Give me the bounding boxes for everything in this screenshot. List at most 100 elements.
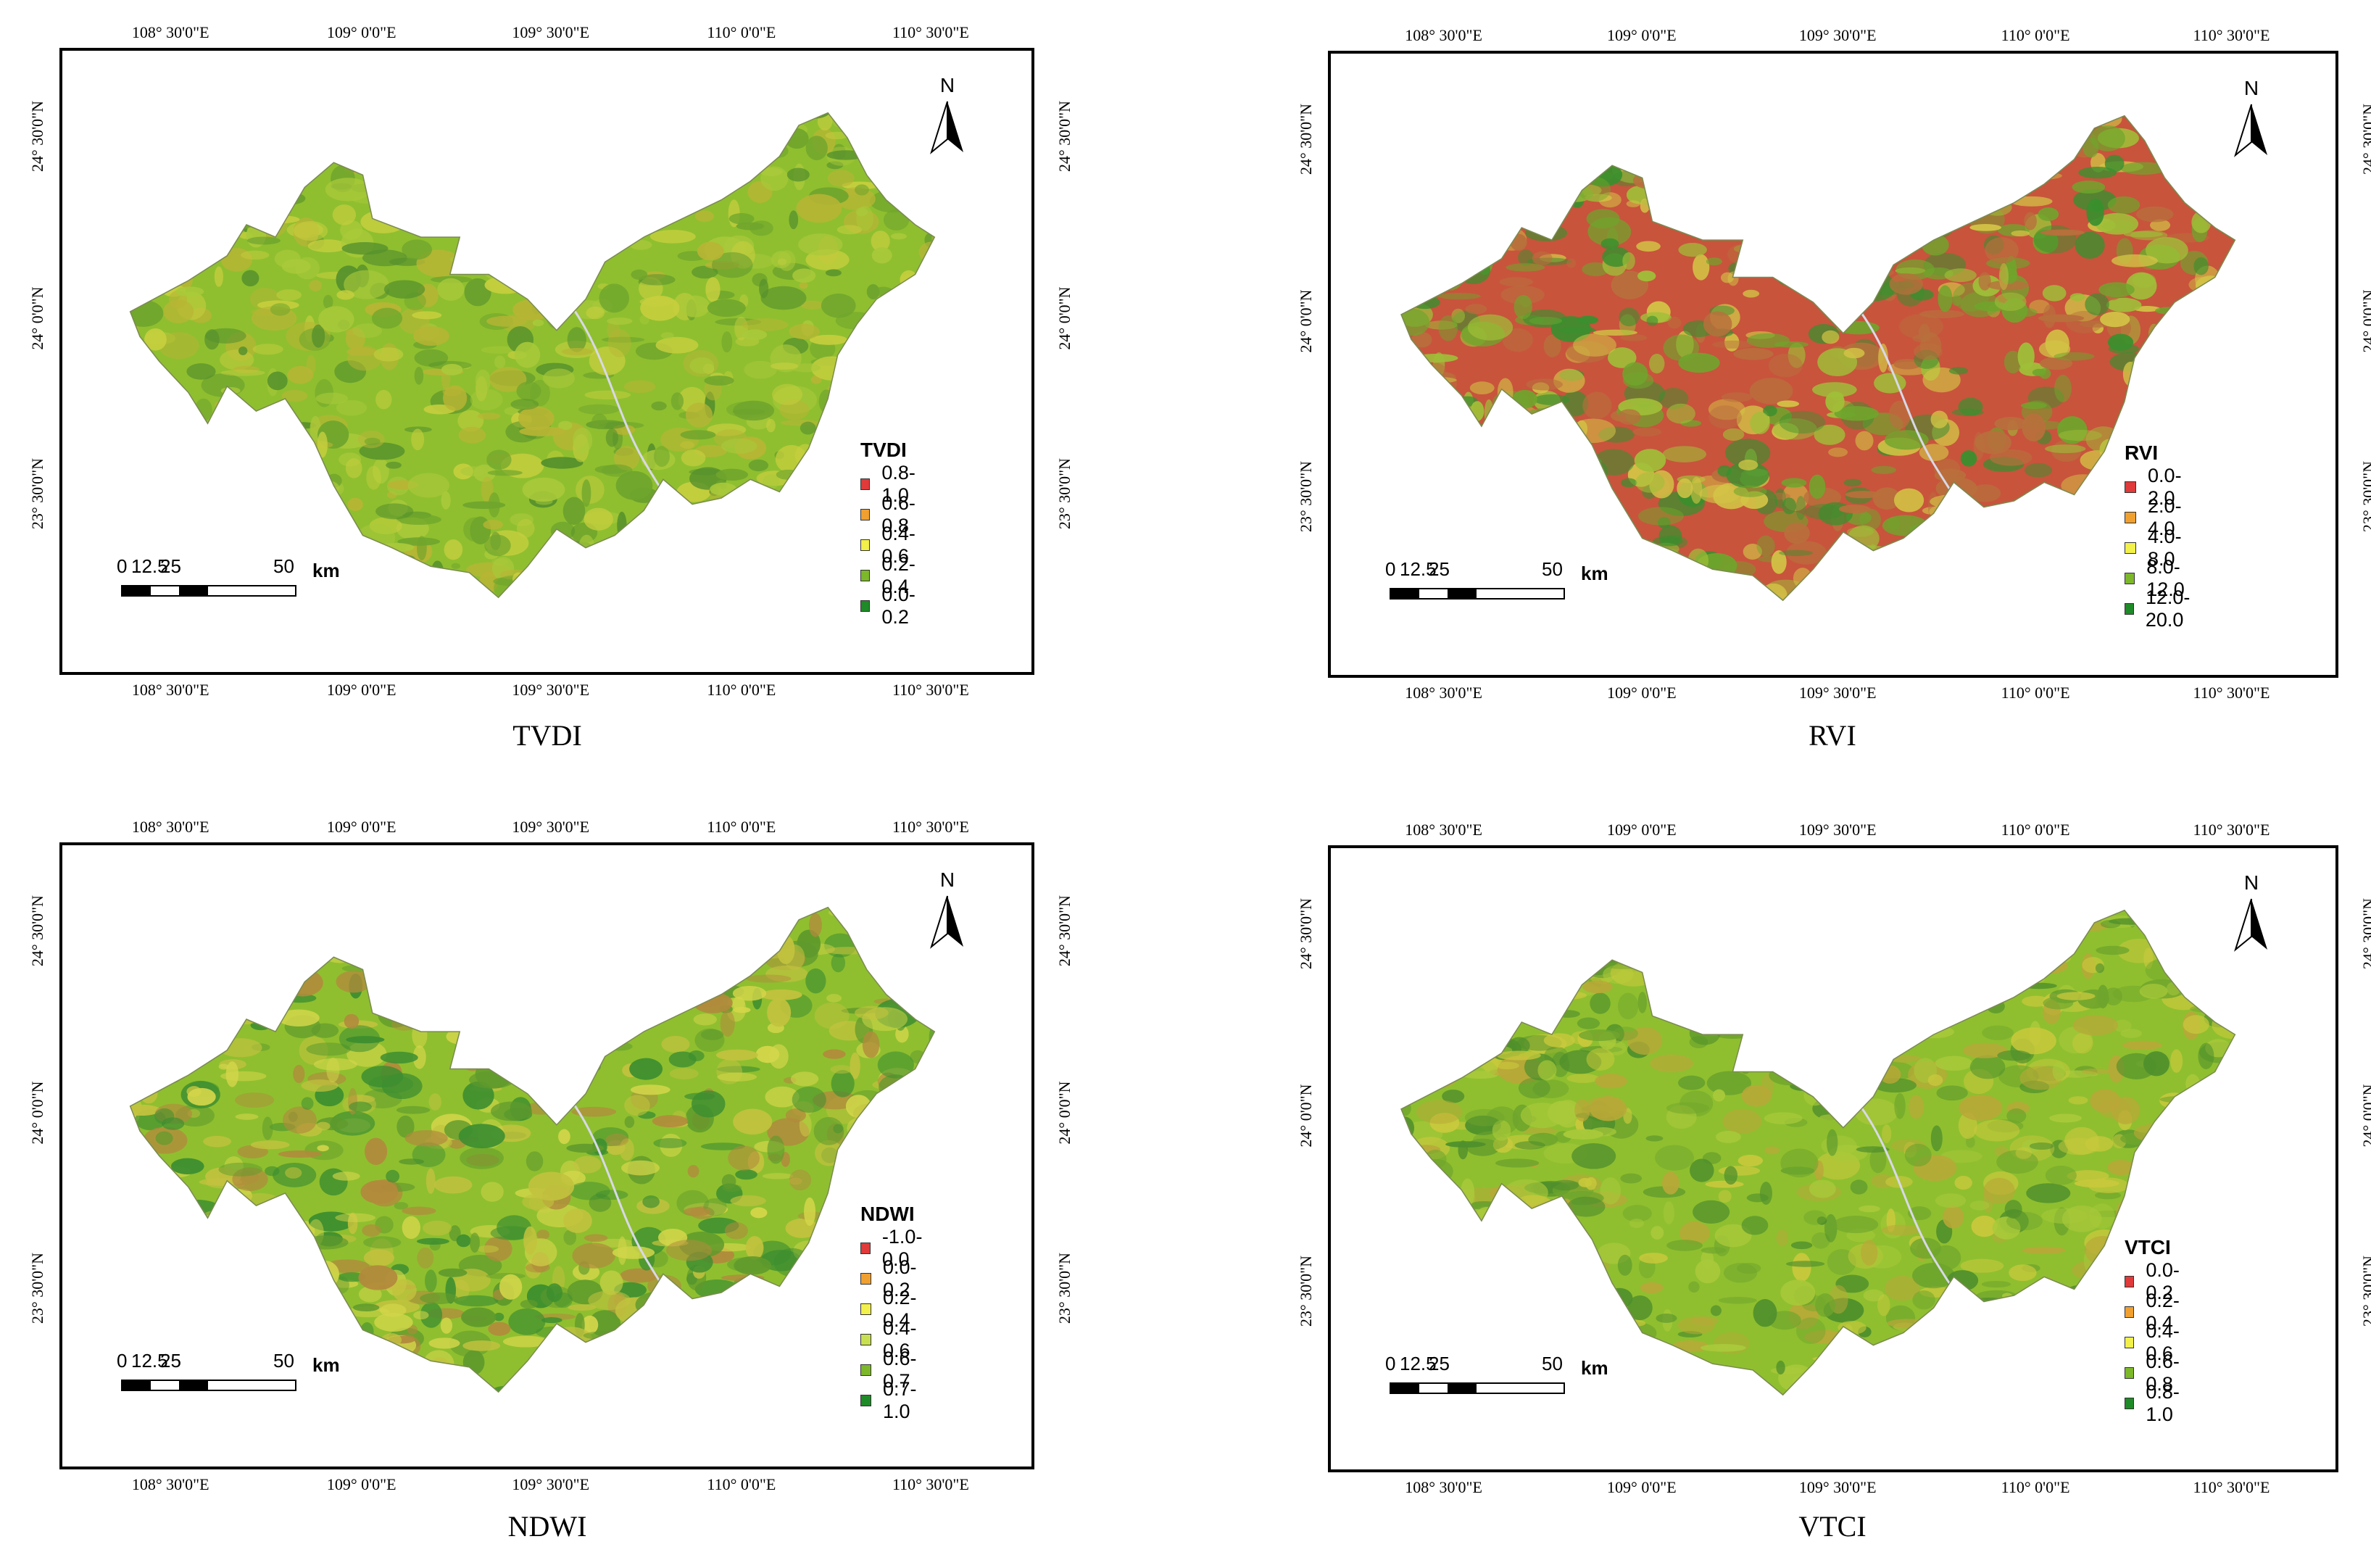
longitude-label-bottom: 109° 0'0"E [326, 1475, 396, 1493]
longitude-label-bottom: 110° 0'0"E [2001, 684, 2070, 702]
scale-unit: km [1581, 1357, 1608, 1379]
latitude-label-right: 23° 30'0"N [2359, 461, 2371, 533]
longitude-label-bottom: 110° 30'0"E [892, 681, 969, 699]
longitude-label-bottom: 110° 0'0"E [707, 681, 776, 699]
legend-item: 0.2-0.4 [860, 1287, 927, 1331]
legend-item: 0.6-0.7 [860, 1348, 927, 1392]
legend-swatch [860, 509, 871, 520]
longitude-label-bottom: 108° 30'0"E [1405, 1478, 1482, 1496]
legend-label: 0.0-0.2 [882, 1256, 917, 1301]
legend-swatch [860, 539, 871, 551]
longitude-label-bottom: 109° 30'0"E [1798, 1478, 1877, 1496]
legend-label: 0.7-1.0 [882, 1378, 917, 1422]
legend: NDWI -1.0-0.0 0.0-0.2 0.2-0.4 0.4-0.6 0.… [860, 1203, 927, 1422]
latitude-label-right: 24° 0'0"N [1055, 286, 1074, 350]
latitude-label-left: 24° 0'0"N [1297, 1084, 1315, 1148]
legend-item: -1.0-0.0 [860, 1226, 927, 1270]
scale-tick-label: 25 [160, 555, 181, 577]
legend-title: RVI [2125, 441, 2159, 464]
north-arrow-icon: N [2230, 77, 2273, 159]
latitude-label-left: 23° 30'0"N [1297, 1256, 1315, 1327]
legend-item: 0.8-1.0 [860, 462, 921, 506]
scale-tick-label: 12.5 [1400, 558, 1437, 580]
latitude-label-left: 24° 30'0"N [1297, 104, 1315, 175]
scale-tick-label: 50 [1542, 558, 1563, 580]
legend-label: 4.0-8.0 [2148, 526, 2182, 570]
legend-swatch [2125, 603, 2134, 615]
scale-unit: km [312, 1354, 340, 1376]
legend-label: 0.4-0.6 [882, 1317, 917, 1361]
latitude-label-left: 23° 30'0"N [28, 1253, 46, 1324]
longitude-label-top: 108° 30'0"E [131, 818, 209, 836]
latitude-label-right: 23° 30'0"N [2359, 1256, 2371, 1327]
legend-label: 0.0-0.2 [2146, 1259, 2180, 1303]
longitude-label-top: 109° 0'0"E [1607, 821, 1677, 839]
scale-tick-label: 12.5 [131, 555, 168, 577]
legend-label: 0.2-0.4 [2146, 1290, 2180, 1334]
longitude-label-top: 109° 0'0"E [326, 818, 396, 836]
legend-label: 0.8-1.0 [2146, 1381, 2180, 1425]
scale-tick-label: 0 [117, 555, 128, 577]
longitude-label-top: 109° 30'0"E [512, 818, 590, 836]
longitude-label-bottom: 108° 30'0"E [1405, 684, 1482, 702]
latitude-label-left: 24° 0'0"N [28, 1081, 46, 1145]
north-label: N [939, 74, 955, 96]
latitude-label-right: 23° 30'0"N [1055, 458, 1074, 530]
map-frame [1328, 845, 2338, 1472]
longitude-label-top: 108° 30'0"E [131, 23, 209, 41]
legend-label: 0.2-0.4 [882, 1287, 917, 1331]
latitude-label-right: 24° 0'0"N [2359, 289, 2371, 353]
longitude-label-top: 110° 30'0"E [2193, 821, 2270, 839]
map-caption: VTCI [1798, 1510, 1867, 1543]
latitude-label-right: 24° 0'0"N [2359, 1084, 2371, 1148]
latitude-label-right: 24° 30'0"N [1055, 895, 1074, 967]
legend-label: 0.6-0.8 [2146, 1351, 2180, 1395]
legend-label: 0.0-2.0 [2148, 465, 2182, 509]
scale-unit: km [1581, 563, 1608, 584]
legend-swatch [2125, 512, 2137, 523]
legend-label: -1.0-0.0 [881, 1226, 923, 1270]
legend-item: 0.0-0.2 [860, 584, 921, 628]
scale-tick-label: 12.5 [1400, 1353, 1437, 1374]
longitude-label-bottom: 110° 0'0"E [707, 1475, 776, 1493]
legend-swatch [860, 570, 871, 581]
longitude-label-bottom: 110° 0'0"E [2001, 1478, 2070, 1496]
longitude-label-top: 108° 30'0"E [1405, 26, 1482, 44]
longitude-label-top: 109° 0'0"E [1607, 26, 1677, 44]
legend-swatch [860, 1303, 871, 1315]
latitude-label-right: 24° 30'0"N [1055, 101, 1074, 173]
longitude-label-bottom: 110° 30'0"E [2193, 684, 2270, 702]
north-arrow-icon: N [2230, 871, 2273, 954]
legend-swatch [860, 478, 871, 490]
north-arrow-icon: N [926, 74, 969, 157]
latitude-label-left: 24° 0'0"N [1297, 289, 1315, 353]
longitude-label-top: 110° 30'0"E [2193, 26, 2270, 44]
legend-item: 0.2-0.4 [860, 553, 921, 597]
legend-title: TVDI [860, 439, 907, 461]
region-map [129, 906, 936, 1393]
latitude-label-right: 24° 0'0"N [1055, 1081, 1074, 1145]
legend-item: 0.6-0.8 [860, 492, 921, 536]
legend-swatch [860, 1364, 871, 1376]
region-map [1400, 115, 2236, 602]
longitude-label-top: 110° 0'0"E [2001, 821, 2070, 839]
legend-item: 0.4-0.6 [860, 523, 921, 567]
legend-swatch [860, 1395, 871, 1406]
longitude-label-top: 110° 0'0"E [2001, 26, 2070, 44]
longitude-label-bottom: 109° 0'0"E [326, 681, 396, 699]
legend-item: 0.0-0.2 [860, 1256, 927, 1301]
map-frame [1328, 51, 2338, 678]
legend-title: VTCI [2125, 1236, 2171, 1258]
legend-label: 8.0-12.0 [2146, 556, 2185, 600]
scale-tick-label: 50 [273, 1350, 294, 1372]
legend-label: 0.2-0.4 [881, 553, 915, 597]
scale-tick-label: 0 [1385, 1353, 1396, 1374]
longitude-label-bottom: 110° 30'0"E [2193, 1478, 2270, 1496]
latitude-label-right: 24° 30'0"N [2359, 104, 2371, 175]
legend-label: 0.4-0.6 [2146, 1320, 2180, 1364]
longitude-label-top: 109° 30'0"E [512, 23, 590, 41]
legend-swatch [2125, 1337, 2135, 1348]
longitude-label-top: 109° 0'0"E [326, 23, 396, 41]
legend-swatch [860, 1243, 871, 1254]
legend-swatch [860, 600, 871, 612]
